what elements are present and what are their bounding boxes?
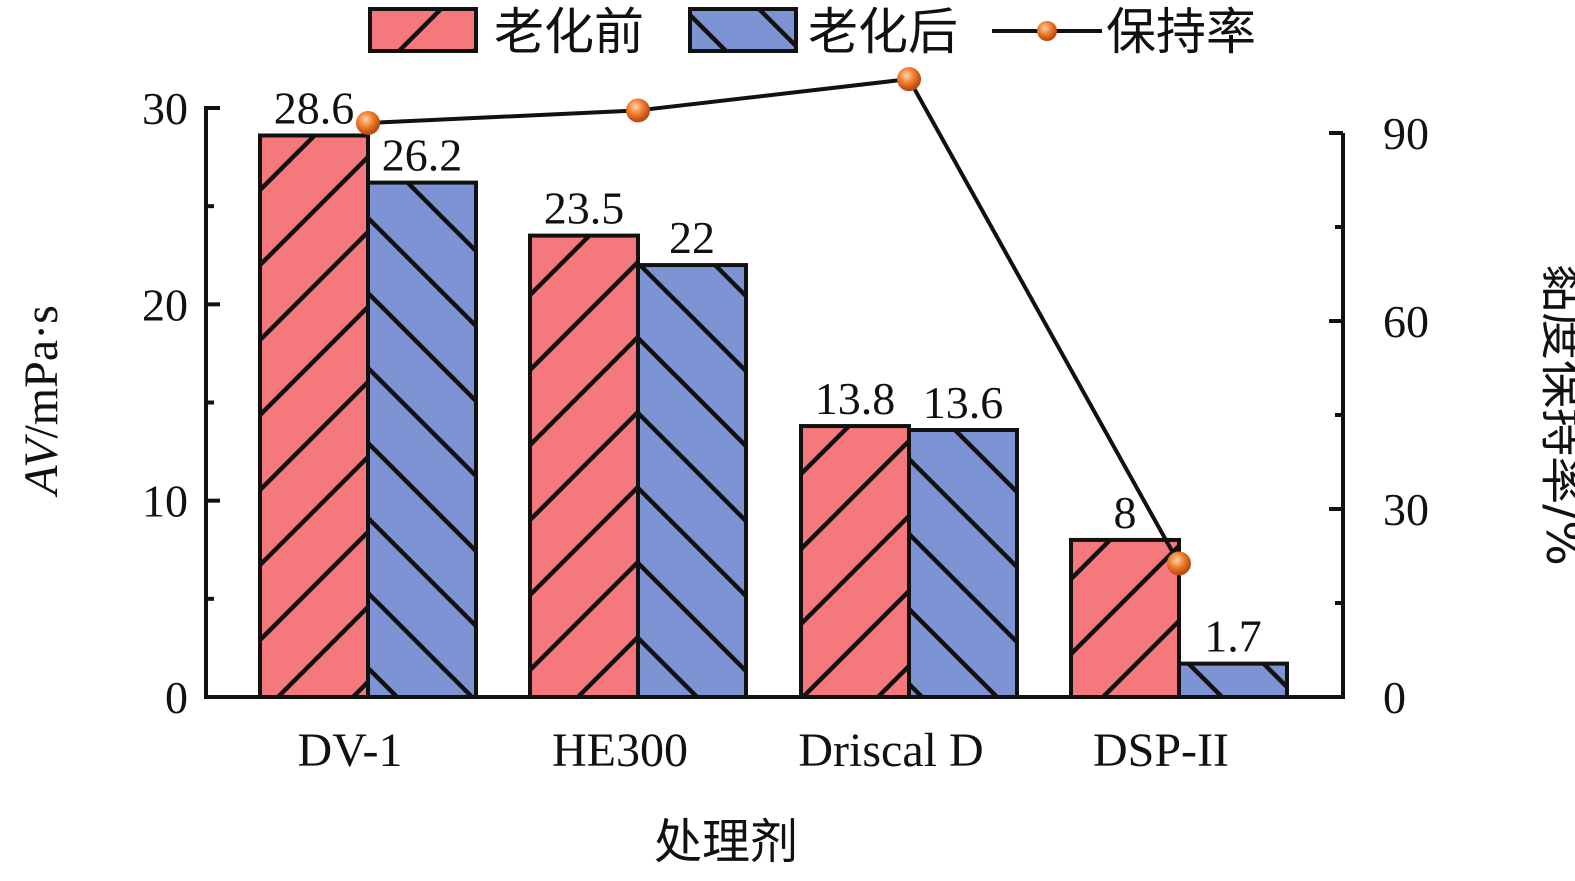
bars-layer <box>258 133 1289 700</box>
bar-hatch-before-3 <box>1069 537 1181 700</box>
y2-tick-label-0: 0 <box>1383 672 1406 723</box>
y2-tick-label-3: 90 <box>1383 108 1429 159</box>
y2-tick-label-2: 60 <box>1383 296 1429 347</box>
legend-label-retention: 保持率 <box>1106 3 1256 61</box>
legend-swatch-before-hatch <box>368 7 478 53</box>
data-label-after-3: 1.7 <box>1204 611 1262 662</box>
y-tick-label-0: 0 <box>165 672 188 723</box>
legend-swatch-after-hatch <box>688 7 798 53</box>
bar-hatch-after-2 <box>907 427 1019 699</box>
y-tick-label-1: 10 <box>142 476 188 527</box>
x-tick-label-1: HE300 <box>552 724 688 777</box>
bar-hatch-after-1 <box>636 263 748 699</box>
y-tick-label-2: 20 <box>142 279 188 330</box>
legend-label-before: 老化前 <box>494 3 644 61</box>
y-axis-title-unit: /mPa·s <box>15 305 68 438</box>
retention-point-3 <box>1167 551 1191 576</box>
x-tick-label-3: DSP-II <box>1093 724 1229 777</box>
y2-tick-label-1: 30 <box>1383 484 1429 535</box>
bar-hatch-after-0 <box>366 180 478 699</box>
line-layer <box>356 67 1191 576</box>
retention-point-2 <box>897 67 921 92</box>
y2-axis-title: 黏度保持率/% <box>1535 264 1575 566</box>
y-axis-title: AV/mPa·s <box>15 305 68 498</box>
y-axis-title-italic: AV <box>15 434 68 498</box>
data-label-after-1: 22 <box>669 212 715 263</box>
retention-point-1 <box>626 98 650 123</box>
axes-layer <box>204 106 1345 699</box>
legend-marker-retention <box>1037 21 1057 41</box>
bar-hatch-before-0 <box>258 133 370 699</box>
bar-hatch-after-3 <box>1177 661 1289 700</box>
data-label-after-0: 26.2 <box>382 130 463 181</box>
bar-hatch-before-1 <box>528 233 640 699</box>
data-label-after-2: 13.6 <box>923 377 1004 428</box>
legend: 老化前 老化后 保持率 <box>368 3 1256 61</box>
x-axis-title: 处理剂 <box>654 814 798 870</box>
x-tick-label-0: DV-1 <box>298 724 403 777</box>
retention-line <box>367 76 1181 565</box>
legend-label-after: 老化后 <box>808 3 958 61</box>
bar-hatch-before-2 <box>799 424 911 699</box>
data-label-before-3: 8 <box>1114 487 1137 538</box>
retention-point-0 <box>356 110 380 135</box>
x-tick-label-2: Driscal D <box>798 724 983 777</box>
labels-layer: 28.6 23.5 13.8 8 26.2 22 13.6 1.7 0 10 20 30 0 30 60 90… <box>142 82 1429 777</box>
data-label-before-1: 23.5 <box>544 183 625 234</box>
data-label-before-0: 28.6 <box>274 82 355 133</box>
data-label-before-2: 13.8 <box>815 373 896 424</box>
y-tick-label-3: 30 <box>142 83 188 134</box>
